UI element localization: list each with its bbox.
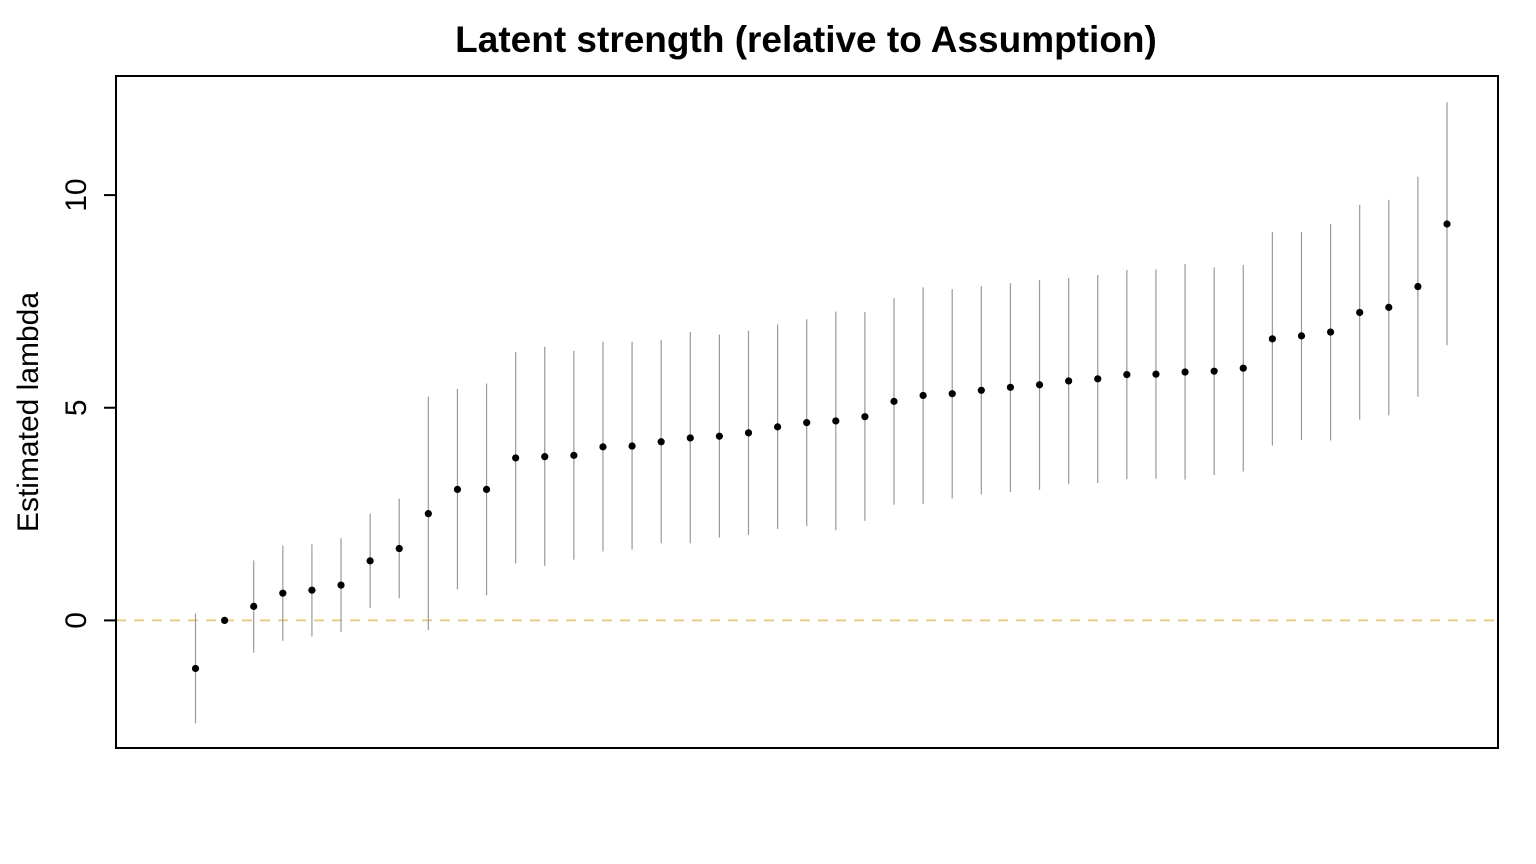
data-point [686, 434, 694, 442]
data-point [1152, 370, 1160, 378]
data-point [1094, 375, 1102, 383]
data-point [773, 423, 782, 431]
data-point [279, 589, 287, 597]
data-point [628, 442, 636, 450]
data-point [715, 432, 723, 440]
data-point [1268, 335, 1276, 343]
data-point [1181, 368, 1189, 376]
data-point [221, 616, 229, 625]
data-point [1385, 303, 1393, 311]
data-point [599, 443, 607, 451]
data-point [424, 510, 432, 518]
data-point [1035, 381, 1044, 389]
data-point [512, 454, 520, 462]
data-point [832, 417, 840, 425]
data-point [1297, 332, 1306, 340]
data-point [1210, 367, 1218, 375]
plot-area [116, 102, 1498, 724]
data-point [1414, 282, 1422, 291]
data-point [366, 557, 374, 565]
data-point [395, 544, 403, 553]
data-point [919, 391, 927, 400]
data-point [803, 419, 811, 427]
data-point [1356, 308, 1364, 317]
data-point [1326, 328, 1335, 336]
chart-title: Latent strength (relative to Assumption) [455, 19, 1157, 60]
y-tick-label: 0 [60, 612, 93, 629]
data-point [308, 586, 316, 594]
data-point [191, 664, 200, 673]
data-point [744, 429, 753, 437]
data-point [337, 581, 345, 589]
data-point [1443, 220, 1451, 228]
data-point [570, 451, 578, 459]
y-axis-label: Estimated lambda [12, 292, 45, 532]
y-tick-label: 10 [60, 178, 93, 211]
data-point [250, 602, 258, 610]
data-point [1239, 364, 1247, 372]
data-point [453, 485, 462, 494]
data-point [861, 413, 869, 421]
data-point [948, 390, 956, 398]
data-point [890, 397, 898, 405]
y-tick-label: 5 [60, 399, 93, 416]
data-point [541, 453, 549, 461]
data-point [1065, 377, 1073, 385]
data-point [1006, 383, 1015, 391]
data-point [657, 438, 665, 446]
data-point [482, 485, 491, 494]
data-point [1123, 370, 1131, 379]
data-point [977, 386, 985, 394]
